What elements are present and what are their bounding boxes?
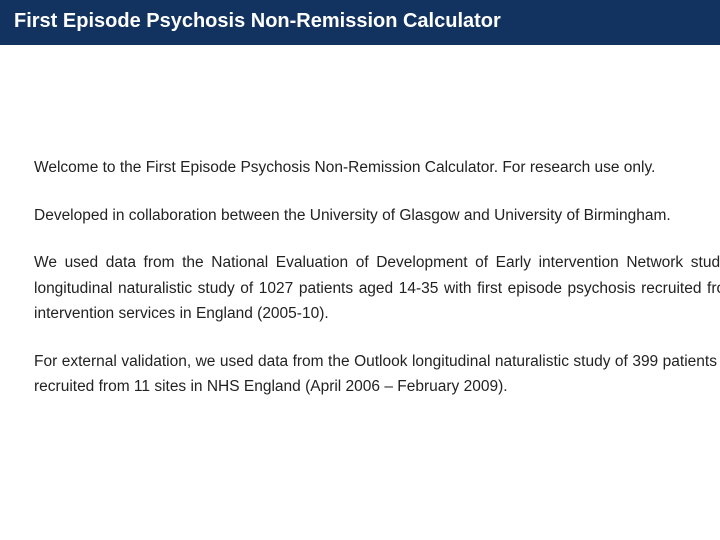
main-content: Welcome to the First Episode Psychosis N… — [0, 45, 720, 400]
validation-paragraph: For external validation, we used data fr… — [34, 349, 720, 400]
intro-paragraph: Welcome to the First Episode Psychosis N… — [34, 155, 720, 181]
neden-paragraph: We used data from the National Evaluatio… — [34, 250, 720, 327]
page-title: First Episode Psychosis Non-Remission Ca… — [14, 10, 501, 32]
app-header: First Episode Psychosis Non-Remission Ca… — [0, 0, 720, 45]
collab-paragraph: Developed in collaboration between the U… — [34, 203, 720, 229]
